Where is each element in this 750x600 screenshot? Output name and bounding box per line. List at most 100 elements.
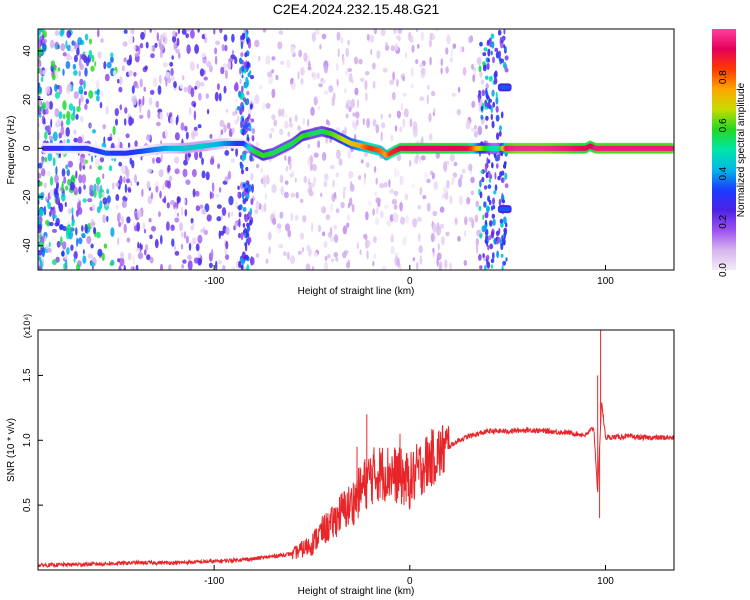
scatter-blob [497,153,501,161]
noise-blob [415,59,419,65]
noise-blob [167,164,171,172]
noise-blob [185,131,189,140]
noise-blob [78,186,82,195]
scatter-blob [502,260,507,266]
scatter-blob [242,198,247,205]
noise-blob [234,119,239,125]
noise-blob [462,66,467,76]
noise-blob [126,216,131,224]
noise-blob [457,235,461,242]
noise-blob [213,29,216,35]
sideband-core [498,207,511,212]
noise-blob [38,29,41,36]
scatter-blob [241,191,245,200]
colorbar: 0.0 0.2 0.4 0.6 0.8 Normalized spectral ampl… [712,29,747,277]
noise-blob [41,155,44,165]
noise-blob [239,78,242,85]
noise-blob [399,201,403,212]
noise-blob [184,153,187,162]
noise-blob [169,112,173,118]
scatter-blob [242,223,246,228]
noise-blob [199,68,205,77]
noise-blob [225,226,230,236]
noise-blob [474,214,479,223]
snr-ticks: -100 0 100 0.5 1.0 1.5 [22,368,614,587]
noise-blob [97,165,103,171]
scatter-blob [241,251,246,260]
noise-blob [313,96,318,106]
colorbar-tick-label: 0.6 [718,118,729,132]
noise-blob [69,181,75,191]
noise-blob [84,33,89,41]
noise-blob [158,74,162,85]
noise-blob [125,168,130,179]
scatter-blob [244,254,249,260]
noise-blob [130,29,135,35]
noise-blob [278,30,284,35]
noise-blob [278,244,284,249]
noise-blob [362,117,365,126]
noise-blob [208,262,213,268]
noise-blob [288,160,292,171]
noise-blob [390,233,394,242]
noise-blob [403,108,409,118]
noise-blob [404,52,408,59]
noise-blob [333,234,339,243]
noise-blob [143,86,146,92]
scatter-blob [239,163,244,170]
noise-blob [154,42,158,48]
noise-blob [205,93,209,99]
noise-blob [155,185,159,193]
noise-blob [381,122,386,129]
noise-blob [187,260,193,270]
noise-blob [358,175,362,180]
noise-blob [136,84,139,89]
noise-blob [50,39,55,49]
noise-blob [246,90,250,96]
noise-blob [45,196,48,202]
noise-blob [144,65,148,71]
scatter-blob [245,166,249,172]
scatter-blob [485,75,489,80]
noise-blob [133,174,137,184]
noise-blob [186,29,191,32]
snr-multiplier: (x10⁴) [22,314,32,338]
noise-blob [419,186,423,196]
noise-blob [331,96,335,107]
noise-blob [306,244,311,252]
scatter-blob [242,97,247,103]
noise-blob [312,163,317,172]
scatter-blob [500,111,504,119]
noise-blob [117,237,120,246]
noise-blob [177,29,180,34]
noise-blob [226,122,231,130]
noise-blob [103,243,108,249]
noise-blob [123,176,126,184]
noise-blob [84,67,88,77]
scatter-blob [247,184,252,192]
scatter-blob [487,245,490,251]
noise-blob [159,190,162,199]
scatter-blob [241,74,244,79]
noise-blob [470,190,475,196]
scatter-blob [478,96,481,103]
noise-blob [268,246,271,255]
noise-blob [302,215,307,223]
chart-title: C2E4.2024.232.15.48.G21 [273,1,440,17]
noise-blob [284,180,289,185]
noise-blob [79,78,84,86]
noise-blob [220,214,223,220]
noise-blob [97,248,103,257]
noise-blob [216,216,222,222]
noise-blob [338,158,343,166]
noise-blob [129,157,133,165]
colorbar-ticks: 0.0 0.2 0.4 0.6 0.8 [718,70,729,277]
noise-blob [411,44,415,53]
noise-blob [63,138,66,144]
noise-blob [70,112,76,121]
noise-blob [201,34,205,40]
scatter-blob [249,125,252,132]
noise-blob [373,253,377,259]
scatter-blob [487,184,492,189]
noise-blob [81,174,87,184]
